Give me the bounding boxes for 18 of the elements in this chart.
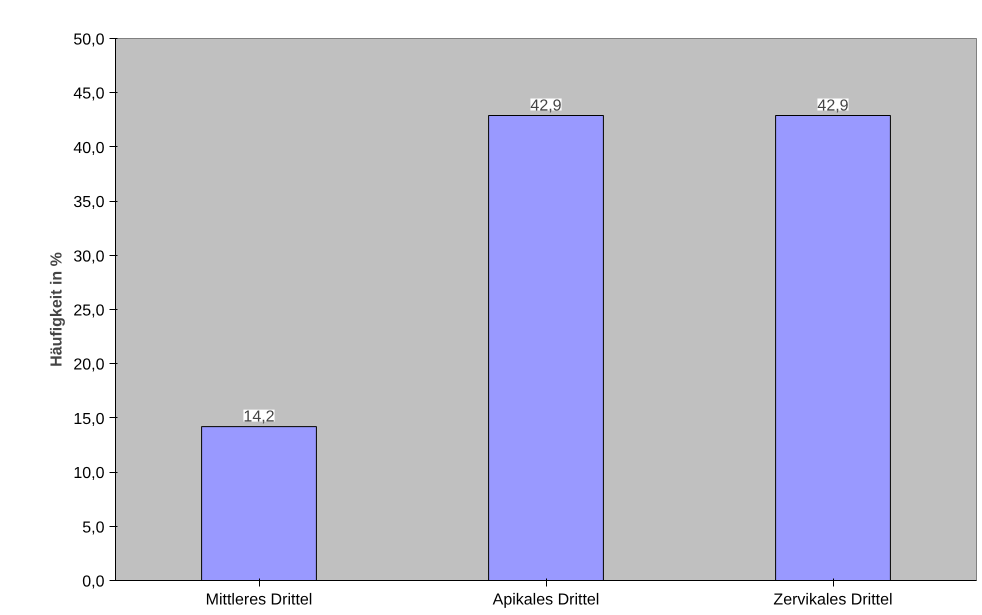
y-tick-label: 20,0 [73, 356, 105, 374]
data-label: 42,9 [530, 97, 562, 114]
data-label: 42,9 [817, 97, 849, 114]
y-tick-label: 30,0 [73, 248, 105, 266]
y-axis-title: Häufigkeit in % [48, 252, 66, 367]
y-tick-label: 5,0 [82, 519, 105, 536]
y-tick-label: 40,0 [73, 140, 105, 157]
y-tick-label: 35,0 [73, 194, 105, 212]
y-tick-label: 50,0 [73, 32, 105, 48]
x-tick-label: Zervikales Drittel [773, 592, 893, 608]
y-tick-label: 45,0 [73, 86, 105, 103]
x-tick-label: Apikales Drittel [492, 592, 600, 608]
y-tick-label: 25,0 [73, 302, 105, 320]
y-tick-label: 15,0 [73, 410, 105, 428]
x-tick-label: Mittleres Drittel [206, 592, 312, 608]
data-label: 14,2 [243, 408, 275, 426]
y-tick-label: 0,0 [82, 574, 105, 590]
y-tick-label: 10,0 [73, 465, 105, 482]
